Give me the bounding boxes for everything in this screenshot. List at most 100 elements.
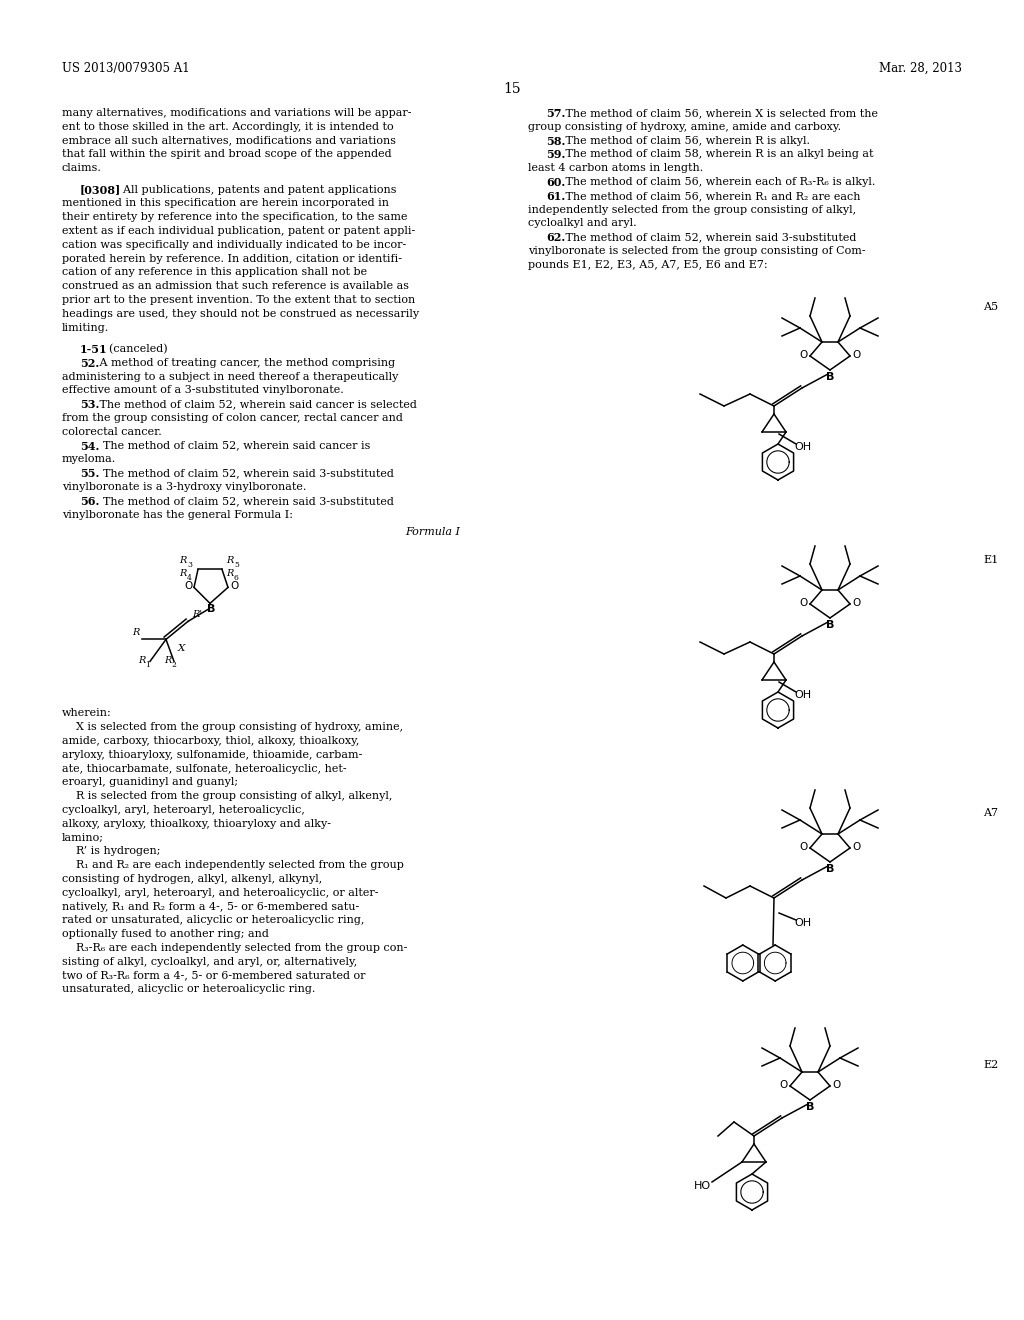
Text: 15: 15: [503, 82, 521, 96]
Text: A method of treating cancer, the method comprising: A method of treating cancer, the method …: [96, 358, 395, 368]
Text: B: B: [806, 1102, 814, 1111]
Text: R: R: [179, 557, 186, 565]
Text: OH: OH: [794, 690, 811, 700]
Text: consisting of hydrogen, alkyl, alkenyl, alkynyl,: consisting of hydrogen, alkyl, alkenyl, …: [62, 874, 323, 884]
Text: construed as an admission that such reference is available as: construed as an admission that such refe…: [62, 281, 409, 292]
Text: mentioned in this specification are herein incorporated in: mentioned in this specification are here…: [62, 198, 389, 209]
Text: B: B: [207, 605, 215, 614]
Text: HO: HO: [694, 1181, 711, 1191]
Text: that fall within the spirit and broad scope of the appended: that fall within the spirit and broad sc…: [62, 149, 391, 160]
Text: their entirety by reference into the specification, to the same: their entirety by reference into the spe…: [62, 213, 408, 222]
Text: R: R: [164, 656, 171, 665]
Text: O: O: [831, 1080, 841, 1090]
Text: extent as if each individual publication, patent or patent appli-: extent as if each individual publication…: [62, 226, 416, 236]
Text: 2: 2: [171, 661, 176, 669]
Text: 61.: 61.: [546, 191, 565, 202]
Text: 52.: 52.: [80, 358, 99, 368]
Text: myeloma.: myeloma.: [62, 454, 117, 465]
Text: sisting of alkyl, cycloalkyl, and aryl, or, alternatively,: sisting of alkyl, cycloalkyl, and aryl, …: [62, 957, 357, 966]
Text: lamino;: lamino;: [62, 833, 104, 842]
Text: A7: A7: [983, 808, 998, 818]
Text: The method of claim 56, wherein X is selected from the: The method of claim 56, wherein X is sel…: [562, 108, 879, 117]
Text: prior art to the present invention. To the extent that to section: prior art to the present invention. To t…: [62, 294, 416, 305]
Text: O: O: [799, 598, 807, 609]
Text: cycloalkyl, aryl, heteroaryl, heteroalicyclic,: cycloalkyl, aryl, heteroaryl, heteroalic…: [62, 805, 305, 814]
Text: R: R: [138, 656, 145, 665]
Text: optionally fused to another ring; and: optionally fused to another ring; and: [62, 929, 269, 939]
Text: A5: A5: [983, 302, 998, 312]
Text: independently selected from the group consisting of alkyl,: independently selected from the group co…: [528, 205, 856, 215]
Text: The method of claim 52, wherein said 3-substituted: The method of claim 52, wherein said 3-s…: [96, 496, 394, 506]
Text: cation of any reference in this application shall not be: cation of any reference in this applicat…: [62, 268, 368, 277]
Text: OH: OH: [794, 917, 811, 928]
Text: 60.: 60.: [546, 177, 565, 187]
Text: ate, thiocarbamate, sulfonate, heteroalicyclic, het-: ate, thiocarbamate, sulfonate, heteroali…: [62, 763, 347, 774]
Text: The method of claim 52, wherein said cancer is: The method of claim 52, wherein said can…: [96, 441, 371, 450]
Text: natively, R₁ and R₂ form a 4-, 5- or 6-membered satu-: natively, R₁ and R₂ form a 4-, 5- or 6-m…: [62, 902, 359, 912]
Text: 5: 5: [234, 561, 239, 569]
Text: The method of claim 56, wherein R₁ and R₂ are each: The method of claim 56, wherein R₁ and R…: [562, 191, 861, 201]
Text: R': R': [193, 610, 202, 619]
Text: vinylboronate has the general Formula I:: vinylboronate has the general Formula I:: [62, 510, 293, 520]
Text: O: O: [799, 842, 807, 851]
Text: aryloxy, thioaryloxy, sulfonamide, thioamide, carbam-: aryloxy, thioaryloxy, sulfonamide, thioa…: [62, 750, 362, 760]
Text: administering to a subject in need thereof a therapeutically: administering to a subject in need there…: [62, 372, 398, 381]
Text: alkoxy, aryloxy, thioalkoxy, thioaryloxy and alky-: alkoxy, aryloxy, thioalkoxy, thioaryloxy…: [62, 818, 331, 829]
Text: E2: E2: [983, 1060, 998, 1071]
Text: ent to those skilled in the art. Accordingly, it is intended to: ent to those skilled in the art. Accordi…: [62, 121, 393, 132]
Text: embrace all such alternatives, modifications and variations: embrace all such alternatives, modificat…: [62, 136, 396, 145]
Text: claims.: claims.: [62, 164, 101, 173]
Text: 59.: 59.: [546, 149, 565, 161]
Text: two of R₃-R₆ form a 4-, 5- or 6-membered saturated or: two of R₃-R₆ form a 4-, 5- or 6-membered…: [62, 970, 366, 981]
Text: US 2013/0079305 A1: US 2013/0079305 A1: [62, 62, 189, 75]
Text: wherein:: wherein:: [62, 709, 112, 718]
Text: 56.: 56.: [80, 496, 99, 507]
Text: R is selected from the group consisting of alkyl, alkenyl,: R is selected from the group consisting …: [76, 791, 392, 801]
Text: amide, carboxy, thiocarboxy, thiol, alkoxy, thioalkoxy,: amide, carboxy, thiocarboxy, thiol, alko…: [62, 737, 359, 746]
Text: O: O: [852, 598, 860, 609]
Text: O: O: [852, 350, 860, 360]
Text: R: R: [179, 569, 186, 578]
Text: colorectal cancer.: colorectal cancer.: [62, 426, 162, 437]
Text: The method of claim 58, wherein R is an alkyl being at: The method of claim 58, wherein R is an …: [562, 149, 874, 160]
Text: The method of claim 56, wherein each of R₃-R₆ is alkyl.: The method of claim 56, wherein each of …: [562, 177, 876, 187]
Text: headings are used, they should not be construed as necessarily: headings are used, they should not be co…: [62, 309, 419, 319]
Text: R: R: [226, 569, 233, 578]
Text: The method of claim 52, wherein said cancer is selected: The method of claim 52, wherein said can…: [96, 399, 418, 409]
Text: 6: 6: [234, 574, 239, 582]
Text: B: B: [826, 620, 835, 630]
Text: The method of claim 56, wherein R is alkyl.: The method of claim 56, wherein R is alk…: [562, 136, 811, 145]
Text: O: O: [799, 350, 807, 360]
Text: rated or unsaturated, alicyclic or heteroalicyclic ring,: rated or unsaturated, alicyclic or heter…: [62, 915, 365, 925]
Text: porated herein by reference. In addition, citation or identifi-: porated herein by reference. In addition…: [62, 253, 402, 264]
Text: R: R: [132, 628, 139, 638]
Text: B: B: [826, 865, 835, 874]
Text: unsaturated, alicyclic or heteroalicyclic ring.: unsaturated, alicyclic or heteroalicycli…: [62, 985, 315, 994]
Text: limiting.: limiting.: [62, 322, 110, 333]
Text: many alternatives, modifications and variations will be appar-: many alternatives, modifications and var…: [62, 108, 412, 117]
Text: 58.: 58.: [546, 136, 565, 147]
Text: . (canceled): . (canceled): [102, 345, 168, 354]
Text: R₁ and R₂ are each independently selected from the group: R₁ and R₂ are each independently selecte…: [76, 861, 403, 870]
Text: 4: 4: [187, 574, 191, 582]
Text: pounds E1, E2, E3, A5, A7, E5, E6 and E7:: pounds E1, E2, E3, A5, A7, E5, E6 and E7…: [528, 260, 768, 269]
Text: 1-51: 1-51: [80, 345, 108, 355]
Text: All publications, patents and patent applications: All publications, patents and patent app…: [116, 185, 396, 194]
Text: 55.: 55.: [80, 469, 99, 479]
Text: [0308]: [0308]: [80, 185, 121, 195]
Text: vinylboronate is selected from the group consisting of Com-: vinylboronate is selected from the group…: [528, 246, 865, 256]
Text: The method of claim 52, wherein said 3-substituted: The method of claim 52, wherein said 3-s…: [96, 469, 394, 478]
Text: R₃-R₆ are each independently selected from the group con-: R₃-R₆ are each independently selected fr…: [76, 942, 407, 953]
Text: The method of claim 52, wherein said 3-substituted: The method of claim 52, wherein said 3-s…: [562, 232, 857, 242]
Text: O: O: [852, 842, 860, 851]
Text: Formula I: Formula I: [406, 528, 460, 537]
Text: R: R: [226, 557, 233, 565]
Text: group consisting of hydroxy, amine, amide and carboxy.: group consisting of hydroxy, amine, amid…: [528, 121, 841, 132]
Text: 1: 1: [145, 661, 150, 669]
Text: 54.: 54.: [80, 441, 99, 451]
Text: effective amount of a 3-substituted vinylboronate.: effective amount of a 3-substituted viny…: [62, 385, 344, 396]
Text: O: O: [184, 581, 193, 591]
Text: B: B: [826, 372, 835, 381]
Text: R’ is hydrogen;: R’ is hydrogen;: [76, 846, 160, 857]
Text: 3: 3: [187, 561, 193, 569]
